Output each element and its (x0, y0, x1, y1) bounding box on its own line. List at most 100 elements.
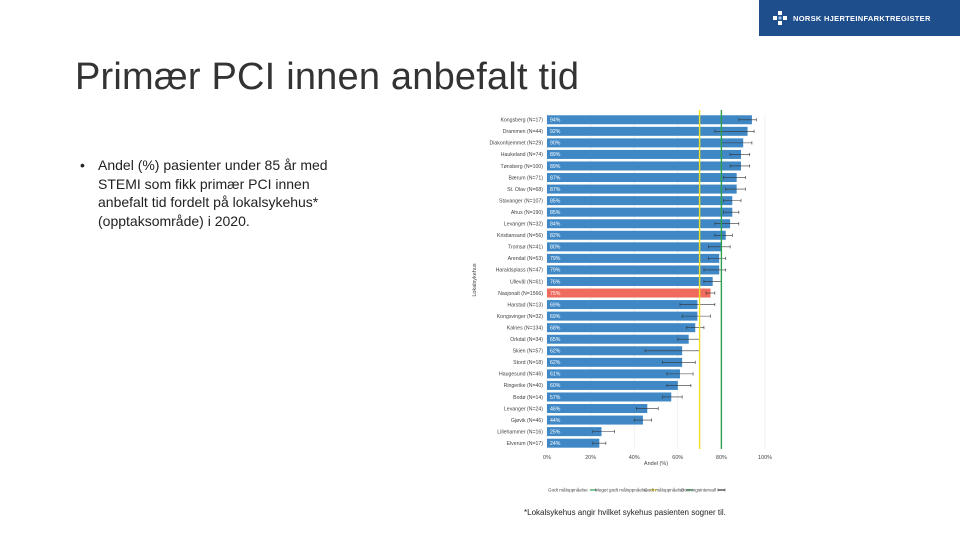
value-label: 92% (550, 129, 561, 135)
category-label: Haugesund (N=46) (499, 372, 543, 378)
value-label: 68% (550, 325, 561, 331)
bar (547, 427, 602, 437)
bar (547, 230, 726, 240)
category-label: St. Olav (N=68) (507, 187, 543, 193)
bar (547, 415, 643, 425)
x-tick-label: 60% (672, 455, 683, 461)
bar (547, 265, 720, 275)
slide-title: Primær PCI innen anbefalt tid (75, 56, 580, 98)
bullet-marker: • (80, 157, 85, 173)
category-label: Kongsvinger (N=32) (497, 314, 544, 320)
bar (547, 323, 696, 333)
category-label: Ullevål (N=61) (510, 278, 543, 285)
category-label: Diakonhjemmet (N=29) (490, 141, 544, 147)
value-label: 61% (550, 372, 561, 378)
value-label: 82% (550, 233, 561, 239)
category-label: Stavanger (N=107) (499, 198, 543, 204)
bar (547, 300, 698, 310)
bar (547, 392, 672, 402)
bar (547, 173, 737, 183)
bar (547, 149, 742, 159)
bar (547, 380, 678, 390)
value-label: 85% (550, 198, 561, 204)
bar (547, 115, 752, 125)
category-label: Elverum (N=17) (507, 441, 544, 447)
value-label: 94% (550, 118, 561, 124)
category-label: Kalnes (N=134) (507, 325, 543, 331)
category-label: Nasjonalt (N=1566) (498, 291, 543, 297)
footnote: *Lokalsykehus angir hvilket sykehus pasi… (524, 508, 726, 517)
bar (547, 438, 600, 448)
value-label: 25% (550, 429, 561, 435)
category-label: Stord (N=18) (513, 360, 543, 366)
value-label: 76% (550, 279, 561, 285)
value-label: 87% (550, 187, 561, 193)
y-axis-title: Lokalsykehus (472, 263, 478, 297)
legend-label: Meget godt måloppnåelse (595, 487, 648, 493)
value-label: 24% (550, 441, 561, 447)
bullet-point: • Andel (%) pasienter under 85 år med ST… (80, 156, 360, 230)
category-label: Orkdal (N=34) (510, 337, 543, 343)
x-tick-label: 40% (629, 455, 640, 461)
category-label: Kongsberg (N=17) (500, 118, 543, 124)
x-tick-label: 0% (543, 455, 551, 461)
value-label: 89% (550, 164, 561, 170)
bar (547, 404, 648, 414)
bar (547, 219, 731, 229)
value-label: 65% (550, 337, 561, 343)
bar (547, 369, 680, 379)
value-label: 46% (550, 406, 561, 412)
category-label: Haraldsplass (N=47) (496, 268, 544, 274)
value-label: 44% (550, 418, 561, 424)
bar (547, 242, 722, 252)
category-label: Lillehammer (N=16) (497, 429, 543, 435)
legend-label: Godt måloppnåelse (548, 487, 588, 493)
category-label: Haukeland (N=74) (501, 152, 544, 158)
category-label: Harstad (N=13) (507, 302, 543, 308)
x-tick-label: 80% (716, 455, 727, 461)
value-label: 79% (550, 256, 561, 262)
bar (547, 276, 713, 286)
bar (547, 346, 683, 356)
bar (547, 311, 698, 321)
category-label: Gjøvik (N=46) (511, 418, 543, 424)
bar (547, 207, 733, 217)
category-label: Ahus (N=190) (511, 210, 543, 216)
registry-logo: NORSK HJERTEINFARKTREGISTER (759, 0, 960, 36)
value-label: 62% (550, 349, 561, 355)
value-label: 90% (550, 141, 561, 147)
value-label: 80% (550, 245, 561, 251)
value-label: 87% (550, 175, 561, 181)
bar (547, 253, 720, 263)
x-axis-title: Andel (%) (644, 461, 668, 467)
category-label: Bærum (N=71) (509, 175, 544, 181)
x-tick-label: 20% (585, 455, 596, 461)
bullet-text: Andel (%) pasienter under 85 år med STEM… (98, 157, 328, 229)
bar (547, 161, 742, 171)
category-label: Kristiansand (N=56) (497, 233, 543, 239)
registry-name: NORSK HJERTEINFARKTREGISTER (793, 13, 931, 23)
category-label: Levanger (N=32) (504, 222, 543, 228)
category-label: Ringerike (N=40) (504, 383, 544, 389)
category-label: Arendal (N=53) (508, 256, 544, 262)
bar (547, 334, 689, 344)
category-label: Tromsø (N=41) (508, 245, 543, 251)
value-label: 69% (550, 314, 561, 320)
bar (547, 138, 744, 148)
bar (547, 126, 748, 136)
value-label: 57% (550, 395, 561, 401)
value-label: 69% (550, 302, 561, 308)
category-label: Bodø (N=14) (513, 395, 543, 401)
legend-label: Dovningsintervall (681, 488, 716, 493)
value-label: 75% (550, 291, 561, 297)
value-label: 84% (550, 222, 561, 228)
value-label: 89% (550, 152, 561, 158)
value-label: 79% (550, 268, 561, 274)
bar (547, 196, 733, 206)
x-tick-label: 100% (758, 455, 772, 461)
category-label: Drammen (N=44) (503, 129, 543, 135)
bar (547, 357, 683, 367)
bar (547, 184, 737, 194)
bar-national (547, 288, 711, 298)
